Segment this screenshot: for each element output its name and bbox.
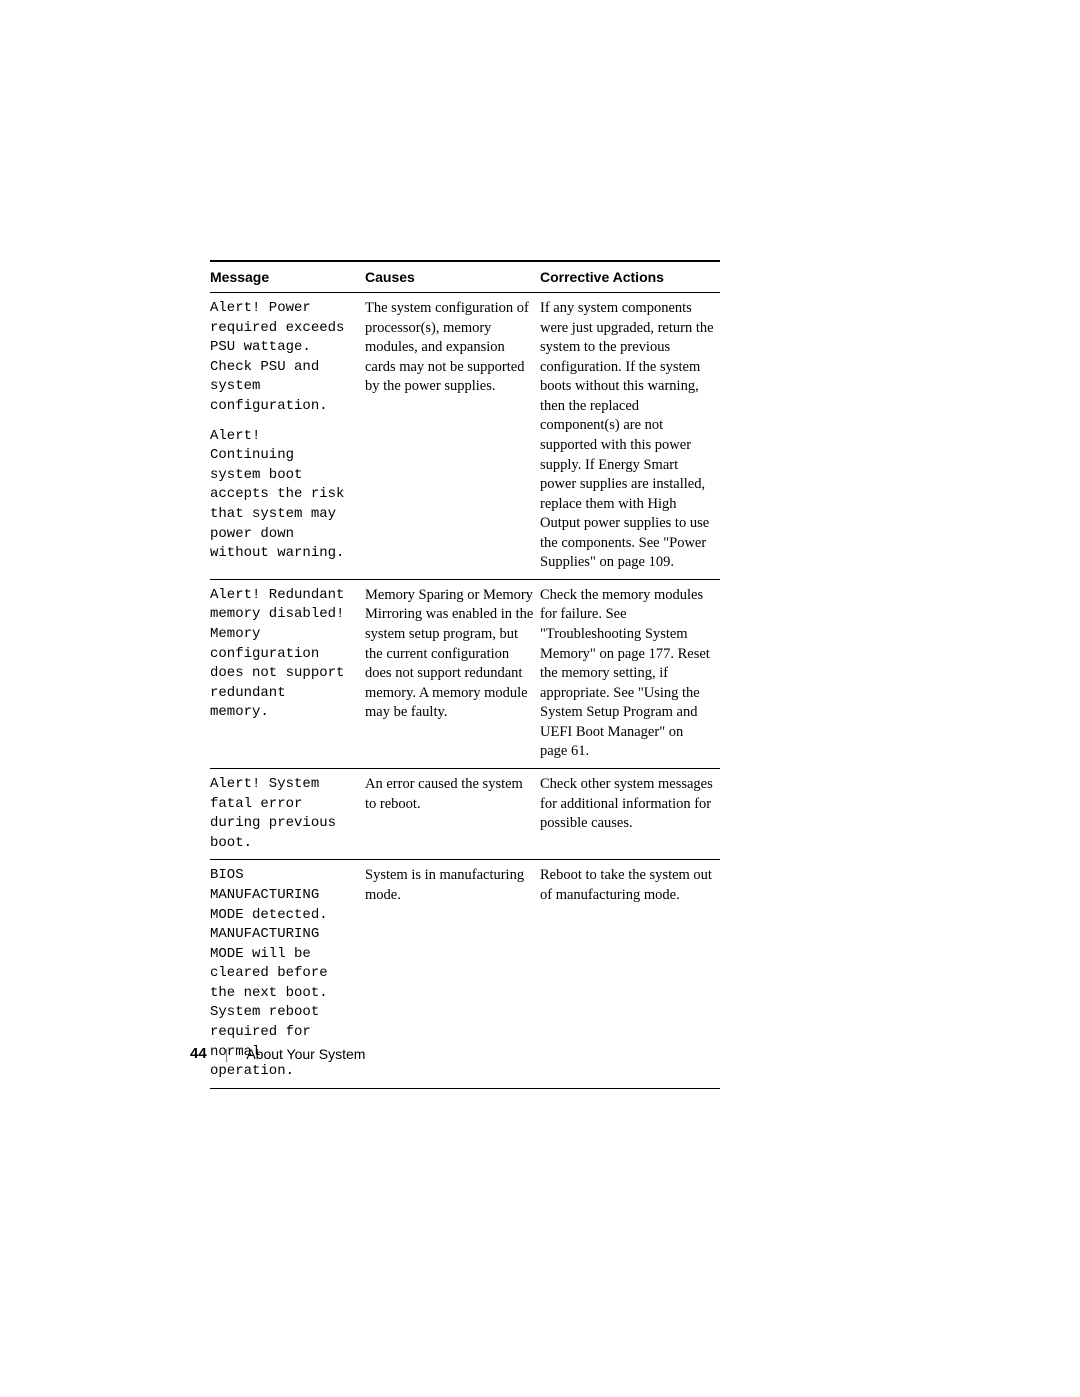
table-body: Alert! Power required exceeds PSU wattag… [210, 293, 720, 1089]
cell-causes: Memory Sparing or Memory Mirroring was e… [365, 579, 540, 768]
header-actions: Corrective Actions [540, 261, 720, 293]
header-message: Message [210, 261, 365, 293]
table-row: Alert! Redundant memory disabled! Memory… [210, 579, 720, 768]
cell-actions: Reboot to take the system out of manufac… [540, 860, 720, 1089]
header-causes: Causes [365, 261, 540, 293]
table-header-row: Message Causes Corrective Actions [210, 261, 720, 293]
cell-causes: An error caused the system to reboot. [365, 768, 540, 859]
cell-causes: System is in manufacturing mode. [365, 860, 540, 1089]
cell-message: Alert! System fatal error during previou… [210, 768, 365, 859]
message-block: Alert! Power required exceeds PSU wattag… [210, 299, 359, 417]
section-title: About Your System [246, 1046, 365, 1062]
page-content: Message Causes Corrective Actions Alert!… [210, 260, 720, 1089]
table-row: Alert! Power required exceeds PSU wattag… [210, 293, 720, 580]
cell-actions: Check other system messages for addition… [540, 768, 720, 859]
cell-message: Alert! Power required exceeds PSU wattag… [210, 293, 365, 580]
page-footer: 44 | About Your System [190, 1045, 365, 1062]
message-block: Alert! Redundant memory disabled! Memory… [210, 586, 359, 723]
message-block: Alert! Continuing system boot accepts th… [210, 427, 359, 564]
messages-table: Message Causes Corrective Actions Alert!… [210, 260, 720, 1089]
cell-causes: The system configuration of processor(s)… [365, 293, 540, 580]
message-block: Alert! System fatal error during previou… [210, 775, 359, 853]
footer-divider: | [225, 1046, 229, 1062]
table-row: Alert! System fatal error during previou… [210, 768, 720, 859]
cell-actions: Check the memory modules for failure. Se… [540, 579, 720, 768]
cell-message: Alert! Redundant memory disabled! Memory… [210, 579, 365, 768]
cell-actions: If any system components were just upgra… [540, 293, 720, 580]
page-number: 44 [190, 1045, 207, 1062]
